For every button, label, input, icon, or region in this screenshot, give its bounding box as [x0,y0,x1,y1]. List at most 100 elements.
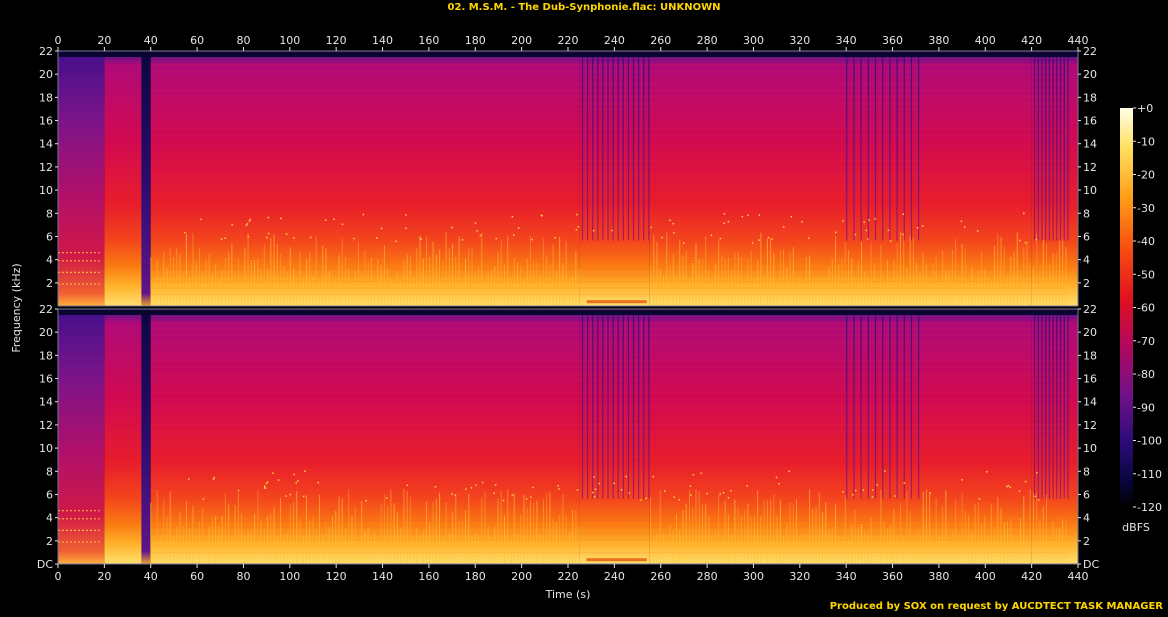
peak-dot [375,237,378,239]
y-tick-label: 20 [1083,68,1097,81]
streak-mark-14 [846,315,848,499]
x-tick-label: 120 [326,570,347,583]
y-tick-label: 20 [39,326,53,339]
y-tick-label: 22 [1083,45,1097,58]
streak-mark-33 [1063,315,1065,499]
peak-dot [353,237,355,240]
streak-mark-0 [581,57,584,241]
peak-dot [395,240,397,243]
x-tick-label: 300 [743,570,764,583]
peak-dot [267,232,270,235]
peak-dot [265,482,268,485]
y-tick-label: 6 [1083,488,1090,501]
spectrum-segment-2 [141,313,151,564]
peak-dot [247,235,249,238]
peak-dot [293,473,295,476]
streak-mark-11 [638,57,640,241]
peak-dot [310,236,312,239]
y-tick-label: 14 [39,396,53,409]
peak-dot [730,489,732,492]
peak-dot [834,231,837,234]
peak-dot [710,234,713,237]
peak-dot [865,229,868,232]
spectrum-segment-1 [104,55,142,306]
spectrum-segment-6 [1031,313,1078,564]
streak-mark-28 [1045,315,1047,499]
y-tick-label: 8 [1083,207,1090,220]
spectrum-segment-4 [579,55,650,306]
y-tick-label: 14 [39,138,53,151]
peak-dot [212,478,215,480]
peak-dot [868,219,870,221]
streak-mark-25 [1033,315,1036,499]
y-tick-label: 10 [39,184,53,197]
peak-dot [465,488,467,490]
streak-mark-22 [903,315,905,499]
peak-dot [554,237,556,239]
peak-dot [978,498,981,500]
peak-dot [263,485,266,487]
y-tick-label: 12 [39,419,53,432]
y-tick-label: 18 [39,349,53,362]
y-tick-label: 14 [1083,396,1097,409]
x-tick-label: 100 [279,34,300,47]
peak-dot [324,219,327,222]
channel-panel-left [57,50,1079,307]
peak-dot [961,479,963,481]
y-tick-label: 10 [39,442,53,455]
streak-mark-31 [1056,57,1058,241]
peak-dot [801,220,803,223]
peak-dot [903,482,906,484]
peak-dot [365,500,367,502]
peak-dot [576,213,578,216]
streak-mark-20 [889,57,891,241]
streak-mark-13 [648,57,650,241]
streak-mark-32 [1059,315,1062,499]
peak-dot [690,494,692,496]
peak-dot [727,220,730,223]
y-tick-label: 2 [46,277,53,290]
streak-mark-9 [627,315,630,499]
peak-dot [1038,499,1040,501]
peak-dot [454,494,457,496]
x-tick-label: 300 [743,34,764,47]
x-tick-label: 420 [1021,34,1042,47]
peak-dot [461,239,464,241]
peak-dot [557,485,559,487]
peak-dot [265,236,268,239]
y-tick-label: 4 [46,512,53,525]
x-tick-label: 40 [144,34,158,47]
peak-dot [723,222,725,225]
spectrum-segment-1 [104,313,142,564]
x-tick-label: 60 [190,570,204,583]
peak-dot [285,233,288,235]
peak-dot [722,491,725,494]
streak-mark-15 [853,315,855,499]
x-tick-label: 20 [97,570,111,583]
x-tick-label: 340 [836,570,857,583]
colorbar-tick-label: -30 [1137,202,1155,215]
peak-dot [304,470,306,472]
peak-dot [682,242,685,244]
colorbar: +0 -10 -20 -30 -40 -50 -60 -70 -80 -90 -100 -110 -12… [1120,102,1162,514]
peak-dot [333,218,335,220]
x-tick-label: 180 [465,570,486,583]
peak-dot [530,496,532,499]
peak-dot [420,238,422,241]
peak-dot [790,215,793,218]
streak-mark-28 [1045,57,1047,241]
peak-dot [593,476,595,478]
peak-dot [664,490,666,492]
peak-dot [611,229,613,232]
x-tick-label: 360 [882,34,903,47]
peak-dot [220,238,223,240]
streak-mark-18 [874,57,877,241]
streak-mark-17 [867,315,869,499]
streak-mark-25 [1033,57,1036,241]
streak-mark-12 [643,315,645,499]
peak-dot [277,479,280,481]
streak-mark-31 [1056,315,1058,499]
streak-mark-1 [587,57,589,241]
